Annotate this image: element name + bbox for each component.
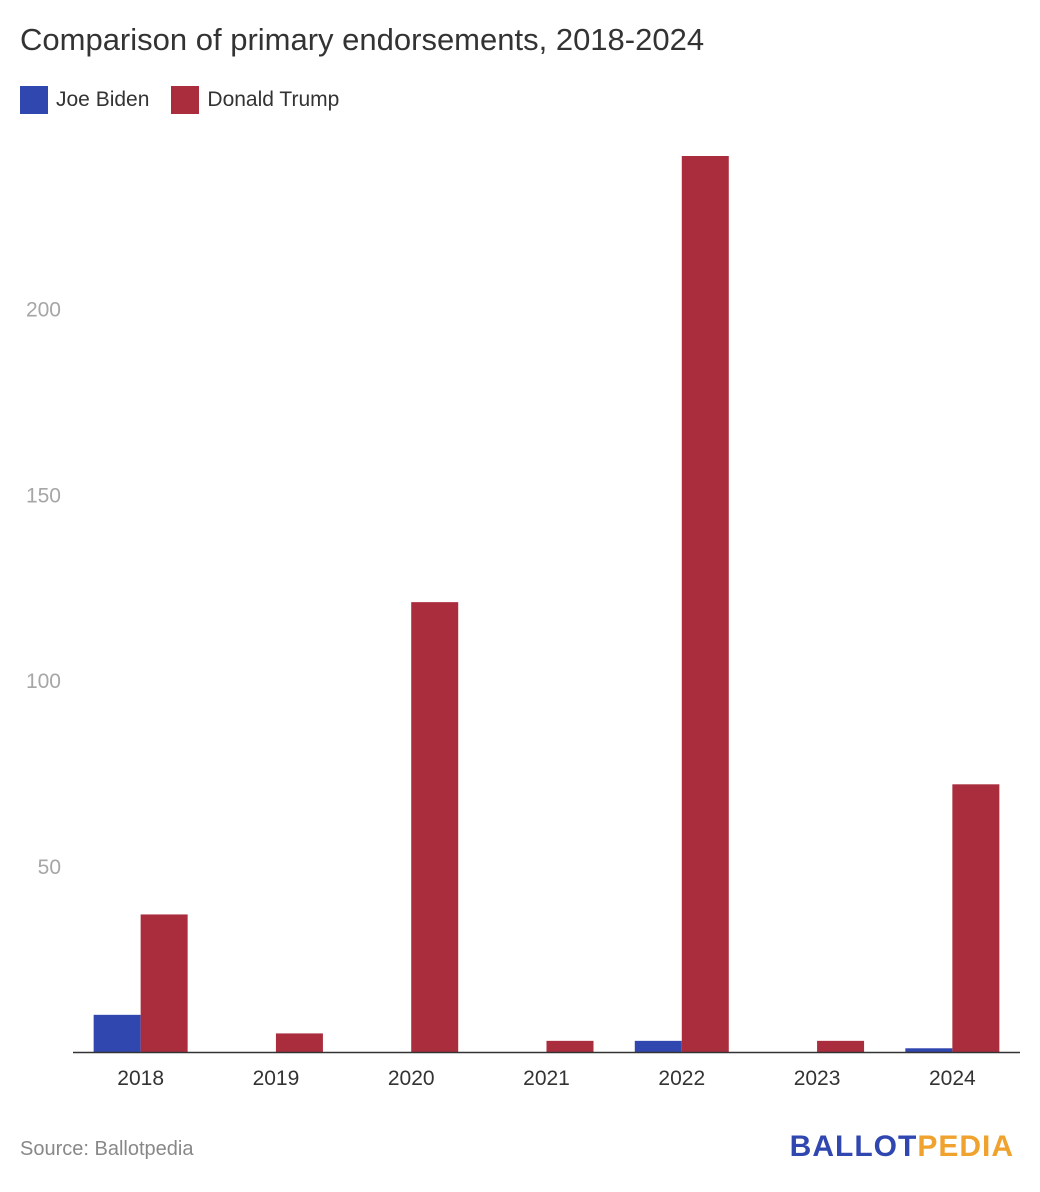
x-tick-label: 2022: [658, 1067, 705, 1090]
ballotpedia-logo: BALLOTPEDIA: [790, 1130, 1014, 1164]
legend: Joe Biden Donald Trump: [20, 86, 339, 114]
legend-label-trump: Donald Trump: [207, 88, 340, 111]
logo-part-ballot: BALLOT: [789, 1130, 918, 1163]
y-tick-label: 50: [38, 856, 61, 879]
bar-biden-2022: [634, 1040, 682, 1052]
y-tick-label: 200: [26, 298, 61, 321]
bar-biden-2024: [905, 1048, 953, 1052]
bar-trump-2024: [952, 784, 1000, 1052]
x-tick-label: 2024: [929, 1067, 976, 1090]
x-tick-label: 2019: [253, 1067, 300, 1090]
y-tick-label: 100: [26, 670, 61, 693]
x-tick-label: 2023: [794, 1067, 841, 1090]
logo-part-pedia: PEDIA: [917, 1130, 1014, 1163]
chart-title: Comparison of primary endorsements, 2018…: [20, 22, 705, 57]
legend-item-biden: Joe Biden: [20, 86, 149, 114]
bar-trump-2020: [411, 602, 459, 1052]
bar-trump-2022: [681, 156, 729, 1052]
x-tick-label: 2021: [523, 1067, 570, 1090]
legend-label-biden: Joe Biden: [56, 88, 150, 111]
y-tick-label: 150: [26, 484, 61, 507]
x-tick-label: 2018: [117, 1067, 164, 1090]
bar-trump-2019: [275, 1033, 323, 1052]
source-note: Source: Ballotpedia: [20, 1138, 194, 1160]
bar-trump-2018: [140, 914, 188, 1052]
legend-swatch-biden: [20, 86, 48, 114]
bar-trump-2023: [817, 1040, 865, 1052]
legend-swatch-trump: [171, 86, 200, 114]
bar-trump-2021: [546, 1040, 594, 1052]
x-tick-label: 2020: [388, 1067, 435, 1090]
bar-biden-2018: [93, 1014, 141, 1052]
legend-item-trump: Donald Trump: [171, 86, 339, 114]
